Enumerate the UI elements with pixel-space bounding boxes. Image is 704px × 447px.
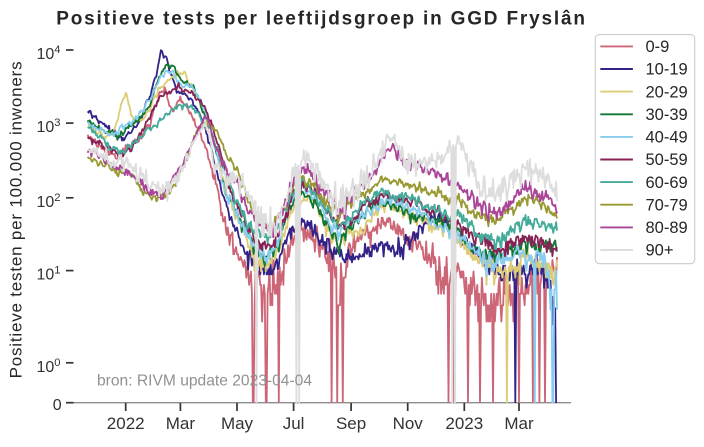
svg-text:Sep: Sep bbox=[336, 414, 366, 433]
svg-text:Nov: Nov bbox=[393, 414, 424, 433]
svg-text:20-29: 20-29 bbox=[646, 83, 688, 101]
svg-text:40-49: 40-49 bbox=[646, 129, 688, 147]
svg-text:60-69: 60-69 bbox=[646, 174, 688, 192]
svg-text:2023: 2023 bbox=[445, 414, 483, 433]
svg-text:Jul: Jul bbox=[283, 414, 305, 433]
svg-text:Positieve tests per leeftijdsg: Positieve tests per leeftijdsgroep in GG… bbox=[56, 9, 587, 30]
svg-text:bron: RIVM update 2023-04-04: bron: RIVM update 2023-04-04 bbox=[97, 373, 312, 390]
svg-text:30-39: 30-39 bbox=[646, 106, 688, 124]
svg-text:90+: 90+ bbox=[646, 242, 674, 260]
svg-text:2022: 2022 bbox=[107, 414, 145, 433]
svg-text:10-19: 10-19 bbox=[646, 61, 688, 79]
svg-text:80-89: 80-89 bbox=[646, 219, 688, 237]
svg-text:0-9: 0-9 bbox=[646, 38, 670, 56]
svg-text:0: 0 bbox=[53, 397, 62, 414]
svg-text:50-59: 50-59 bbox=[646, 151, 688, 169]
svg-text:May: May bbox=[221, 414, 254, 433]
svg-text:Mar: Mar bbox=[504, 414, 534, 433]
svg-text:Mar: Mar bbox=[166, 414, 196, 433]
svg-text:70-79: 70-79 bbox=[646, 196, 688, 214]
svg-text:Positieve testen per 100.000 i: Positieve testen per 100.000 inwoners bbox=[7, 61, 26, 379]
